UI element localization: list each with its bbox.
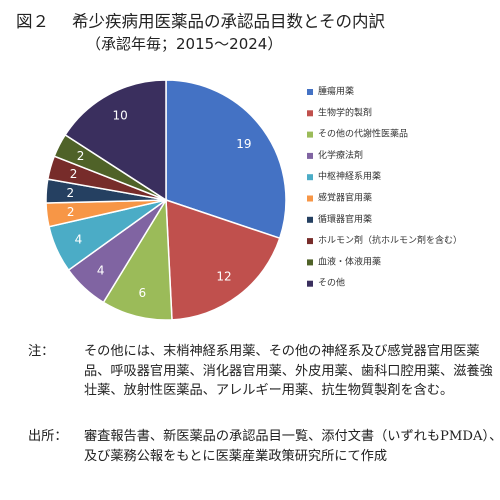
figure-title-text: 希少疾病用医薬品の承認品目数とその内訳: [72, 12, 386, 31]
legend-label-9: 血液・体液用薬: [318, 255, 381, 267]
slice-value-label-4: 4: [97, 263, 105, 277]
legend-swatch-8: [307, 238, 313, 245]
pie-slice-2: [165, 198, 281, 321]
figure-title: 図２ 希少疾病用医薬品の承認品目数とその内訳: [16, 10, 385, 33]
slice-value-label-5: 4: [75, 233, 83, 247]
figure-number: 図２: [16, 12, 49, 31]
legend-swatch-3: [307, 131, 313, 138]
legend-swatch-5: [307, 174, 313, 181]
legend-swatch-2: [307, 110, 313, 117]
slice-value-label-9: 2: [77, 149, 85, 163]
legend-label-8: ホルモン剤（抗ホルモン剤を含む）: [318, 234, 462, 246]
slice-value-label-10: 10: [112, 109, 127, 123]
slice-value-label-1: 19: [236, 137, 251, 151]
legend-swatch-6: [307, 195, 313, 202]
legend-swatch-9: [307, 259, 313, 266]
legend-swatch-7: [307, 216, 313, 223]
legend-label-3: その他の代謝性医薬品: [318, 128, 408, 140]
legend-swatch-4: [307, 152, 313, 159]
pie-slices: [45, 79, 287, 321]
legend-label-5: 中枢神経系用薬: [318, 170, 381, 182]
legend-label-10: その他: [318, 277, 345, 289]
slice-value-label-7: 2: [66, 186, 74, 200]
note-label: 注：: [28, 344, 55, 359]
legend-label-6: 感覚器官用薬: [318, 192, 372, 204]
pie-slice-10: [64, 79, 167, 202]
figure-subtitle: （承認年毎；2015〜2024）: [86, 35, 283, 53]
legend-swatch-10: [307, 280, 313, 287]
legend-label-1: 腫瘍用薬: [318, 85, 354, 97]
legend-label-2: 生物学的製剤: [318, 106, 372, 118]
source-text: 審査報告書、新医薬品の承認品目一覧、添付文書（いずれもPMDA）、及び薬務公報を…: [84, 429, 500, 464]
legend-label-4: 化学療法剤: [318, 149, 363, 161]
source-label: 出所：: [28, 429, 68, 444]
slice-value-label-3: 6: [138, 286, 146, 300]
chart-legend: 腫瘍用薬生物学的製剤その他の代謝性医薬品化学療法剤中枢神経系用薬感覚器官用薬循環…: [307, 85, 462, 289]
pie-slice-1: [165, 79, 287, 240]
slice-value-label-2: 12: [216, 270, 231, 284]
legend-swatch-1: [307, 89, 313, 95]
legend-label-7: 循環器官用薬: [318, 213, 372, 225]
slice-value-label-6: 2: [67, 205, 75, 219]
note-text: その他には、末梢神経系用薬、その他の神経系及び感覚器官用医薬品、呼吸器官用薬、消…: [84, 344, 493, 399]
slice-value-label-8: 2: [70, 167, 78, 181]
